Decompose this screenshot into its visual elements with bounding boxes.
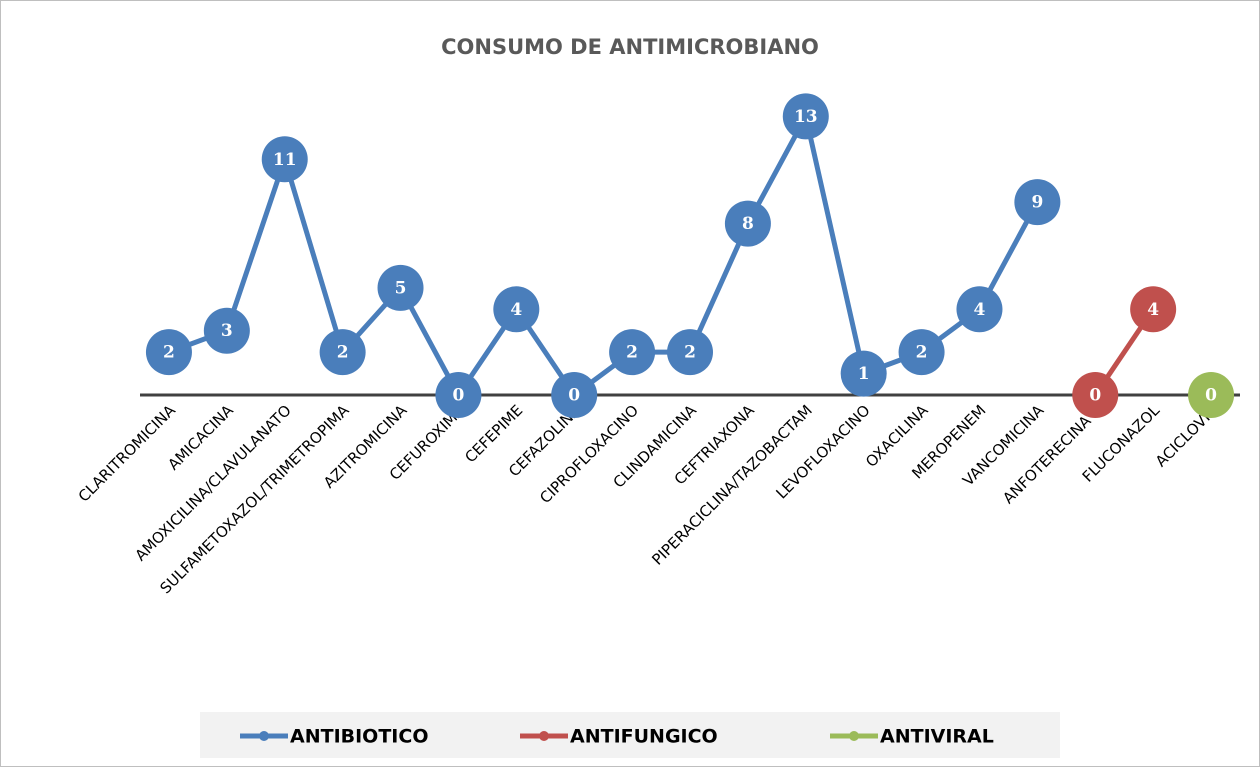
data-point bbox=[551, 372, 598, 418]
data-label: 5 bbox=[395, 278, 407, 298]
legend-marker bbox=[539, 731, 549, 741]
data-point bbox=[1130, 286, 1177, 333]
data-point bbox=[1072, 372, 1119, 418]
legend-marker bbox=[849, 731, 859, 741]
data-point bbox=[377, 264, 424, 311]
data-label: 8 bbox=[742, 214, 754, 234]
data-point bbox=[782, 93, 829, 140]
data-label: 13 bbox=[794, 107, 818, 127]
data-label: 0 bbox=[568, 386, 580, 406]
data-label: 4 bbox=[974, 300, 986, 320]
data-point bbox=[319, 329, 366, 376]
data-label: 0 bbox=[452, 386, 464, 406]
data-label: 2 bbox=[163, 343, 175, 363]
legend-label: ANTIFUNGICO bbox=[570, 726, 718, 748]
data-point bbox=[840, 350, 887, 397]
data-label: 1 bbox=[858, 364, 870, 384]
data-label: 2 bbox=[626, 343, 638, 363]
legend-box bbox=[200, 712, 1060, 758]
data-point bbox=[261, 136, 308, 183]
data-point bbox=[435, 372, 482, 418]
data-label: 9 bbox=[1031, 193, 1043, 213]
data-point bbox=[724, 200, 771, 247]
data-point bbox=[493, 286, 540, 333]
data-label: 3 bbox=[221, 321, 233, 341]
data-point bbox=[956, 286, 1003, 333]
data-label: 0 bbox=[1089, 386, 1101, 406]
data-point bbox=[898, 329, 945, 376]
data-point bbox=[203, 307, 250, 354]
series-line bbox=[168, 113, 1040, 398]
chart-title: CONSUMO DE ANTIMICROBIANO bbox=[441, 35, 819, 59]
data-label: 2 bbox=[684, 343, 696, 363]
data-point bbox=[1188, 372, 1235, 418]
legend-label: ANTIVIRAL bbox=[880, 726, 994, 748]
data-point bbox=[1014, 179, 1061, 226]
data-label: 0 bbox=[1205, 386, 1217, 406]
data-label: 11 bbox=[273, 150, 297, 170]
data-label: 4 bbox=[510, 300, 522, 320]
legend-label: ANTIBIOTICO bbox=[290, 726, 428, 748]
data-point bbox=[667, 329, 713, 376]
data-label: 2 bbox=[916, 343, 928, 363]
data-point bbox=[145, 329, 192, 376]
legend-marker bbox=[259, 731, 269, 741]
data-point bbox=[609, 329, 656, 376]
data-label: 2 bbox=[337, 343, 349, 363]
data-label: 4 bbox=[1147, 300, 1159, 320]
